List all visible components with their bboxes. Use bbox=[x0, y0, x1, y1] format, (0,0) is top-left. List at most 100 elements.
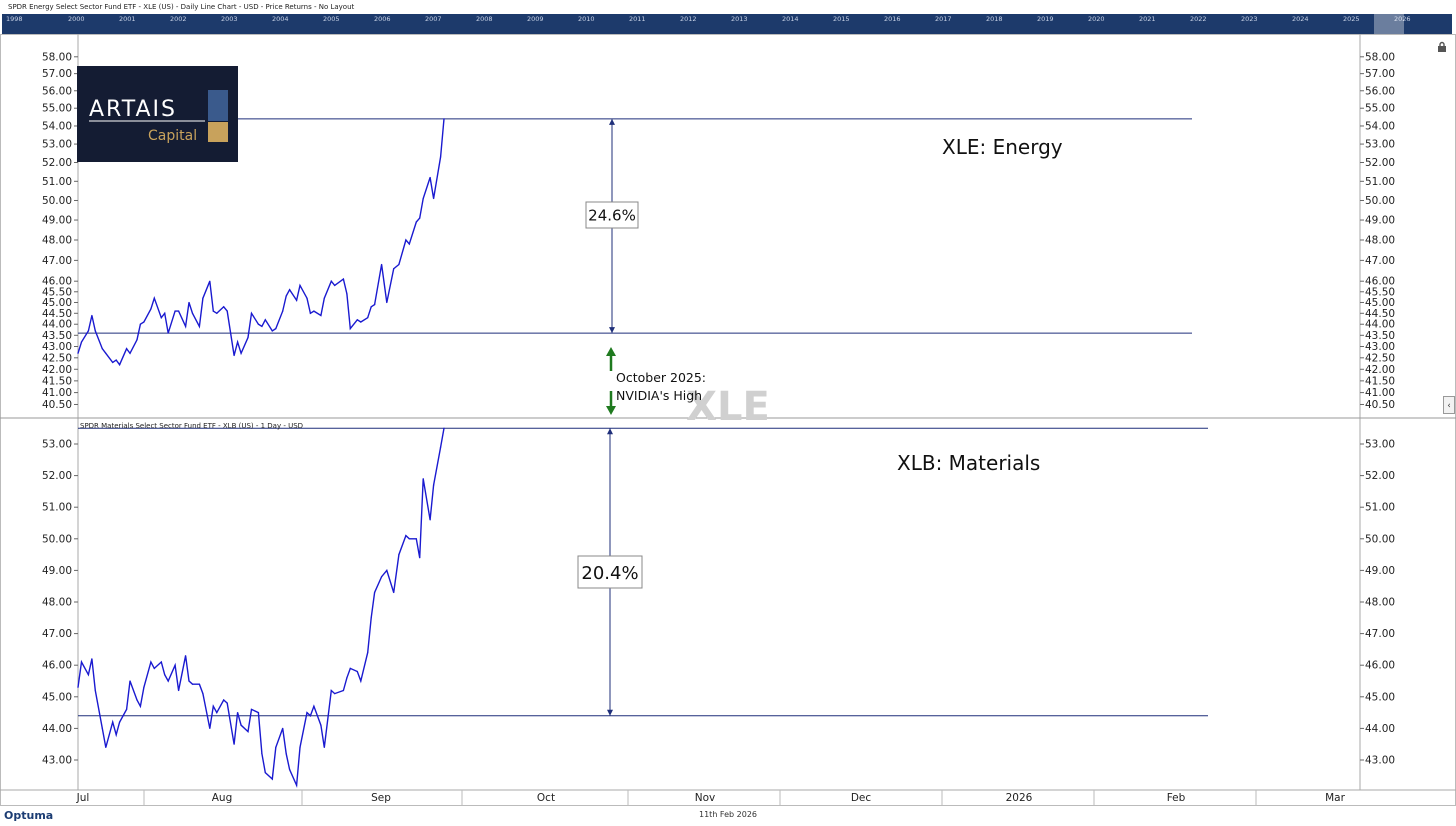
navigator-year[interactable]: 2000 bbox=[68, 15, 85, 23]
data-point bbox=[282, 310, 284, 312]
x-tick-label: Feb bbox=[1167, 792, 1186, 804]
navigator-year[interactable]: 2014 bbox=[782, 15, 799, 23]
data-point bbox=[212, 310, 214, 312]
data-point bbox=[264, 772, 266, 774]
navigator-year[interactable]: 2010 bbox=[578, 15, 595, 23]
navigator-year[interactable]: 2003 bbox=[221, 15, 238, 23]
data-point bbox=[188, 301, 190, 304]
data-point bbox=[271, 330, 273, 332]
y-tick-label-right: 42.00 bbox=[1365, 364, 1395, 376]
navigator-year[interactable]: 2002 bbox=[170, 15, 187, 23]
navigator-year[interactable]: 2016 bbox=[884, 15, 901, 23]
data-point bbox=[443, 427, 445, 429]
data-point bbox=[119, 721, 121, 723]
data-point bbox=[285, 295, 287, 297]
data-point bbox=[115, 359, 117, 361]
data-point bbox=[306, 297, 308, 299]
data-point bbox=[374, 304, 376, 306]
navigator-year[interactable]: 2009 bbox=[527, 15, 544, 23]
navigator-year[interactable]: 2019 bbox=[1037, 15, 1054, 23]
data-point bbox=[115, 734, 117, 736]
navigator-year[interactable]: 2023 bbox=[1241, 15, 1258, 23]
data-point bbox=[184, 655, 187, 657]
navigator-year[interactable]: 2007 bbox=[425, 15, 442, 23]
data-point bbox=[320, 724, 322, 726]
data-point bbox=[233, 354, 235, 357]
data-point bbox=[405, 535, 407, 537]
data-point bbox=[346, 677, 348, 679]
navigator-year[interactable]: 2008 bbox=[476, 15, 493, 23]
y-tick-label-right: 53.00 bbox=[1365, 139, 1395, 151]
navigator-year[interactable]: 2018 bbox=[986, 15, 1003, 23]
collapse-panel-button[interactable]: ‹ bbox=[1443, 396, 1455, 414]
data-point bbox=[216, 712, 218, 714]
measurement-label: 24.6% bbox=[588, 207, 636, 225]
y-tick-label-left: 42.50 bbox=[42, 352, 72, 364]
navigator-year[interactable]: 2012 bbox=[680, 15, 697, 23]
data-point bbox=[433, 197, 435, 200]
navigator-year[interactable]: 2025 bbox=[1343, 15, 1360, 23]
navigator-year[interactable]: 2021 bbox=[1139, 15, 1156, 23]
lock-icon[interactable] bbox=[1436, 38, 1448, 52]
y-tick-label-left: 51.00 bbox=[42, 502, 72, 514]
y-tick-label-right: 48.00 bbox=[1365, 234, 1395, 246]
y-tick-label-right: 46.00 bbox=[1365, 276, 1395, 288]
measure-arrowhead-up bbox=[607, 428, 613, 435]
navigator-year[interactable]: 2004 bbox=[272, 15, 289, 23]
data-point bbox=[360, 321, 362, 323]
navigator-year[interactable]: 2022 bbox=[1190, 15, 1207, 23]
y-tick-label-right: 47.00 bbox=[1365, 628, 1395, 640]
y-tick-label-right: 44.00 bbox=[1365, 723, 1395, 735]
data-point bbox=[105, 352, 107, 354]
navigator-year[interactable]: 2017 bbox=[935, 15, 952, 23]
y-tick-label-left: 42.00 bbox=[42, 364, 72, 376]
data-point bbox=[153, 667, 155, 669]
y-tick-label-left: 41.50 bbox=[42, 375, 72, 387]
data-point bbox=[429, 519, 431, 521]
y-tick-label-left: 40.50 bbox=[42, 399, 72, 411]
data-point bbox=[398, 263, 400, 266]
data-point bbox=[356, 319, 358, 321]
navigator-year[interactable]: 1998 bbox=[6, 15, 23, 23]
data-point bbox=[261, 753, 263, 755]
navigator-year[interactable]: 2001 bbox=[119, 15, 136, 23]
footer-date: 11th Feb 2026 bbox=[699, 810, 757, 819]
data-point bbox=[342, 689, 345, 692]
navigator-year[interactable]: 2015 bbox=[833, 15, 850, 23]
navigator-year[interactable]: 2006 bbox=[374, 15, 391, 23]
data-point bbox=[94, 330, 96, 332]
navigator-selection[interactable] bbox=[1374, 14, 1404, 34]
x-tick-label: Nov bbox=[695, 792, 716, 804]
navigator-year[interactable]: 2026 bbox=[1394, 15, 1411, 23]
data-point bbox=[101, 348, 103, 350]
data-point bbox=[240, 724, 242, 726]
chart-header: SPDR Energy Select Sector Fund ETF - XLE… bbox=[8, 3, 355, 11]
data-point bbox=[160, 317, 162, 319]
data-point bbox=[164, 312, 166, 314]
y-tick-label-right: 47.00 bbox=[1365, 255, 1395, 267]
data-point bbox=[405, 239, 407, 241]
y-tick-label-left: 43.50 bbox=[42, 330, 72, 342]
y-tick-label-left: 45.50 bbox=[42, 286, 72, 298]
data-point bbox=[240, 352, 242, 354]
data-point bbox=[356, 670, 358, 673]
data-point bbox=[393, 268, 395, 270]
navigator-year[interactable]: 2020 bbox=[1088, 15, 1105, 23]
navigator-year[interactable]: 2011 bbox=[629, 15, 646, 23]
logo-block-blue bbox=[208, 90, 228, 121]
date-navigator[interactable]: 1998 2000 2001 2002 2003 2004 2005 2006 2007 2008… bbox=[2, 14, 1452, 34]
data-point bbox=[342, 278, 345, 280]
data-point bbox=[250, 312, 253, 314]
data-point bbox=[309, 715, 312, 717]
data-point bbox=[139, 323, 142, 325]
data-point bbox=[77, 352, 79, 354]
navigator-year[interactable]: 2024 bbox=[1292, 15, 1309, 23]
navigator-year[interactable]: 2005 bbox=[323, 15, 340, 23]
data-point bbox=[320, 314, 322, 317]
x-tick-label: Jul bbox=[76, 792, 90, 804]
navigator-year[interactable]: 2013 bbox=[731, 15, 748, 23]
y-tick-label-left: 44.00 bbox=[42, 723, 72, 735]
data-point bbox=[393, 591, 395, 594]
y-tick-label-right: 40.50 bbox=[1365, 399, 1395, 411]
data-point bbox=[408, 538, 410, 540]
